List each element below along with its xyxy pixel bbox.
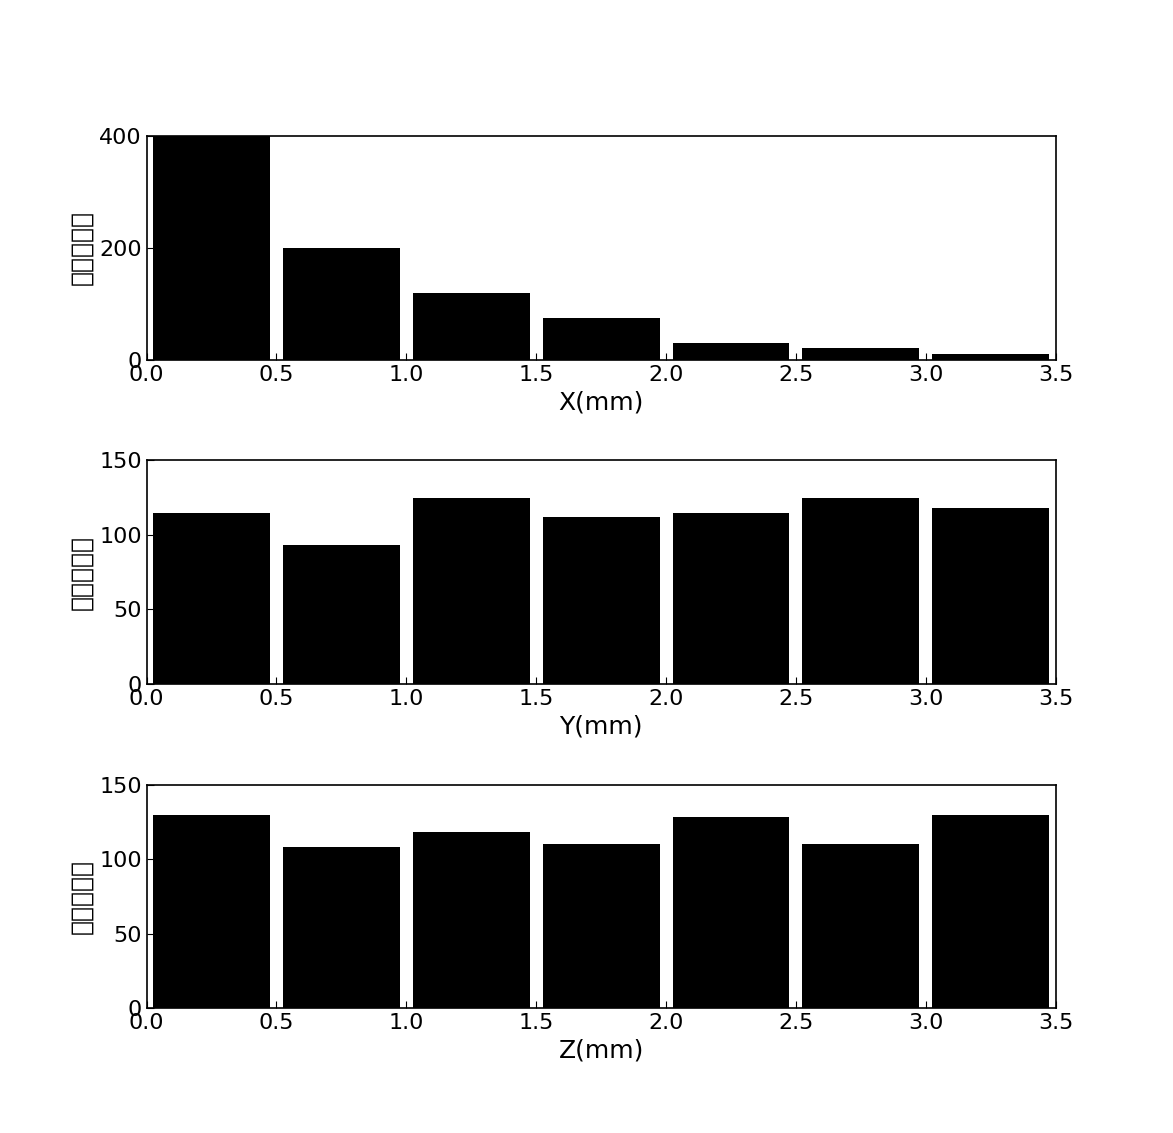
Y-axis label: 计数（个）: 计数（个）	[69, 535, 94, 610]
Y-axis label: 计数（个）: 计数（个）	[69, 211, 94, 286]
Bar	[413, 497, 530, 684]
Bar	[802, 497, 920, 684]
Bar	[543, 517, 659, 684]
Bar	[283, 545, 400, 684]
Bar	[283, 248, 400, 359]
Bar	[413, 292, 530, 359]
X-axis label: Z(mm): Z(mm)	[558, 1039, 644, 1063]
X-axis label: X(mm): X(mm)	[558, 390, 644, 414]
Bar	[802, 844, 920, 1008]
Bar	[154, 815, 270, 1008]
Bar	[672, 818, 789, 1008]
Bar	[933, 815, 1049, 1008]
Y-axis label: 计数（个）: 计数（个）	[69, 859, 94, 934]
Bar	[543, 317, 659, 359]
Bar	[154, 136, 270, 359]
Bar	[672, 343, 789, 359]
Bar	[154, 512, 270, 684]
Bar	[933, 508, 1049, 684]
Bar	[543, 844, 659, 1008]
X-axis label: Y(mm): Y(mm)	[560, 715, 643, 739]
Bar	[933, 353, 1049, 359]
Bar	[802, 349, 920, 359]
Bar	[672, 512, 789, 684]
Bar	[283, 847, 400, 1008]
Bar	[413, 833, 530, 1008]
